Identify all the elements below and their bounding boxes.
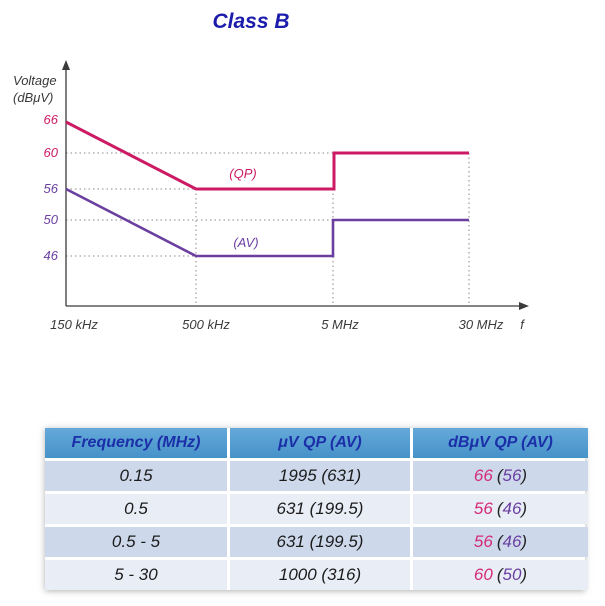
qp-value: 56 [473,499,493,518]
x-axis-symbol: f [520,317,525,332]
y-axis-label-line1: Voltage [13,73,57,88]
close-paren: ) [521,532,528,551]
y-axis-label-line2: (dBμV) [13,90,53,105]
cell-dbuv: 60(50) [413,560,588,590]
axes [65,68,521,307]
qp-limit-line [65,120,469,191]
qp-value: 66 [473,466,493,485]
close-paren: ) [521,499,528,518]
ytick-46: 46 [44,248,59,263]
xtick-5mhz: 5 MHz [321,317,359,332]
cell-uv: 1995 (631) [230,461,410,491]
cell-frequency: 0.5 - 5 [45,527,227,557]
limits-table: Frequency (MHz) μV QP (AV) dBμV QP (AV) … [45,428,588,590]
av-limit-line [65,187,469,258]
av-value: 50 [502,565,522,584]
ytick-50: 50 [44,212,59,227]
open-paren: ( [496,565,503,584]
open-paren: ( [496,499,503,518]
qp-series-label: (QP) [229,166,256,181]
xtick-150khz: 150 kHz [50,317,98,332]
ytick-56: 56 [44,181,59,196]
qp-value: 60 [473,565,493,584]
xtick-30mhz: 30 MHz [459,317,504,332]
open-paren: ( [496,532,503,551]
av-value: 46 [502,499,522,518]
col-header-frequency: Frequency (MHz) [45,428,227,458]
cell-dbuv: 56(46) [413,494,588,524]
av-value: 56 [502,466,522,485]
cell-uv: 1000 (316) [230,560,410,590]
cell-uv: 631 (199.5) [230,527,410,557]
xtick-500khz: 500 kHz [182,317,230,332]
x-axis-arrow-icon [519,302,529,310]
grid-lines [66,152,470,306]
cell-uv: 631 (199.5) [230,494,410,524]
col-header-dbuv: dBμV QP (AV) [413,428,588,458]
ytick-60: 60 [44,145,59,160]
open-paren: ( [496,466,503,485]
cell-frequency: 5 - 30 [45,560,227,590]
cell-dbuv: 66(56) [413,461,588,491]
page-title: Class B [212,10,290,33]
col-header-uv: μV QP (AV) [230,428,410,458]
qp-value: 56 [473,532,493,551]
emission-limits-chart: Voltage (dBμV) 66 60 56 50 46 150 kHz 50… [13,60,529,332]
av-value: 46 [502,532,522,551]
y-axis-arrow-icon [62,60,70,70]
ytick-66: 66 [44,112,59,127]
close-paren: ) [521,466,528,485]
av-series-label: (AV) [233,235,258,250]
cell-frequency: 0.5 [45,494,227,524]
cell-dbuv: 56(46) [413,527,588,557]
cell-frequency: 0.15 [45,461,227,491]
close-paren: ) [521,565,528,584]
